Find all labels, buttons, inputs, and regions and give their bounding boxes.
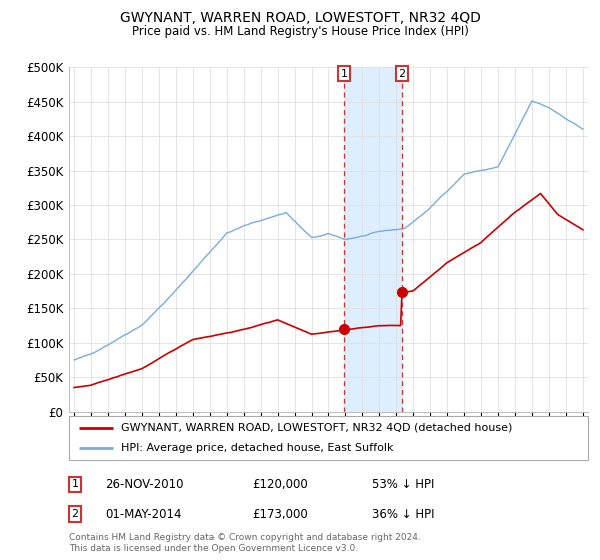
Text: 36% ↓ HPI: 36% ↓ HPI bbox=[372, 507, 434, 521]
Text: £173,000: £173,000 bbox=[252, 507, 308, 521]
Text: GWYNANT, WARREN ROAD, LOWESTOFT, NR32 4QD (detached house): GWYNANT, WARREN ROAD, LOWESTOFT, NR32 4Q… bbox=[121, 423, 512, 433]
FancyBboxPatch shape bbox=[69, 416, 588, 460]
Bar bbox=[344, 67, 402, 412]
Text: 2: 2 bbox=[71, 509, 79, 519]
Text: 53% ↓ HPI: 53% ↓ HPI bbox=[372, 478, 434, 491]
Text: HPI: Average price, detached house, East Suffolk: HPI: Average price, detached house, East… bbox=[121, 443, 394, 453]
Text: 01-MAY-2014: 01-MAY-2014 bbox=[105, 507, 182, 521]
Text: 2: 2 bbox=[398, 68, 406, 78]
Text: 26-NOV-2010: 26-NOV-2010 bbox=[105, 478, 184, 491]
Text: 1: 1 bbox=[341, 68, 347, 78]
Text: Price paid vs. HM Land Registry's House Price Index (HPI): Price paid vs. HM Land Registry's House … bbox=[131, 25, 469, 38]
Text: GWYNANT, WARREN ROAD, LOWESTOFT, NR32 4QD: GWYNANT, WARREN ROAD, LOWESTOFT, NR32 4Q… bbox=[119, 11, 481, 25]
Text: 1: 1 bbox=[71, 479, 79, 489]
Text: Contains HM Land Registry data © Crown copyright and database right 2024.
This d: Contains HM Land Registry data © Crown c… bbox=[69, 533, 421, 553]
Text: £120,000: £120,000 bbox=[252, 478, 308, 491]
